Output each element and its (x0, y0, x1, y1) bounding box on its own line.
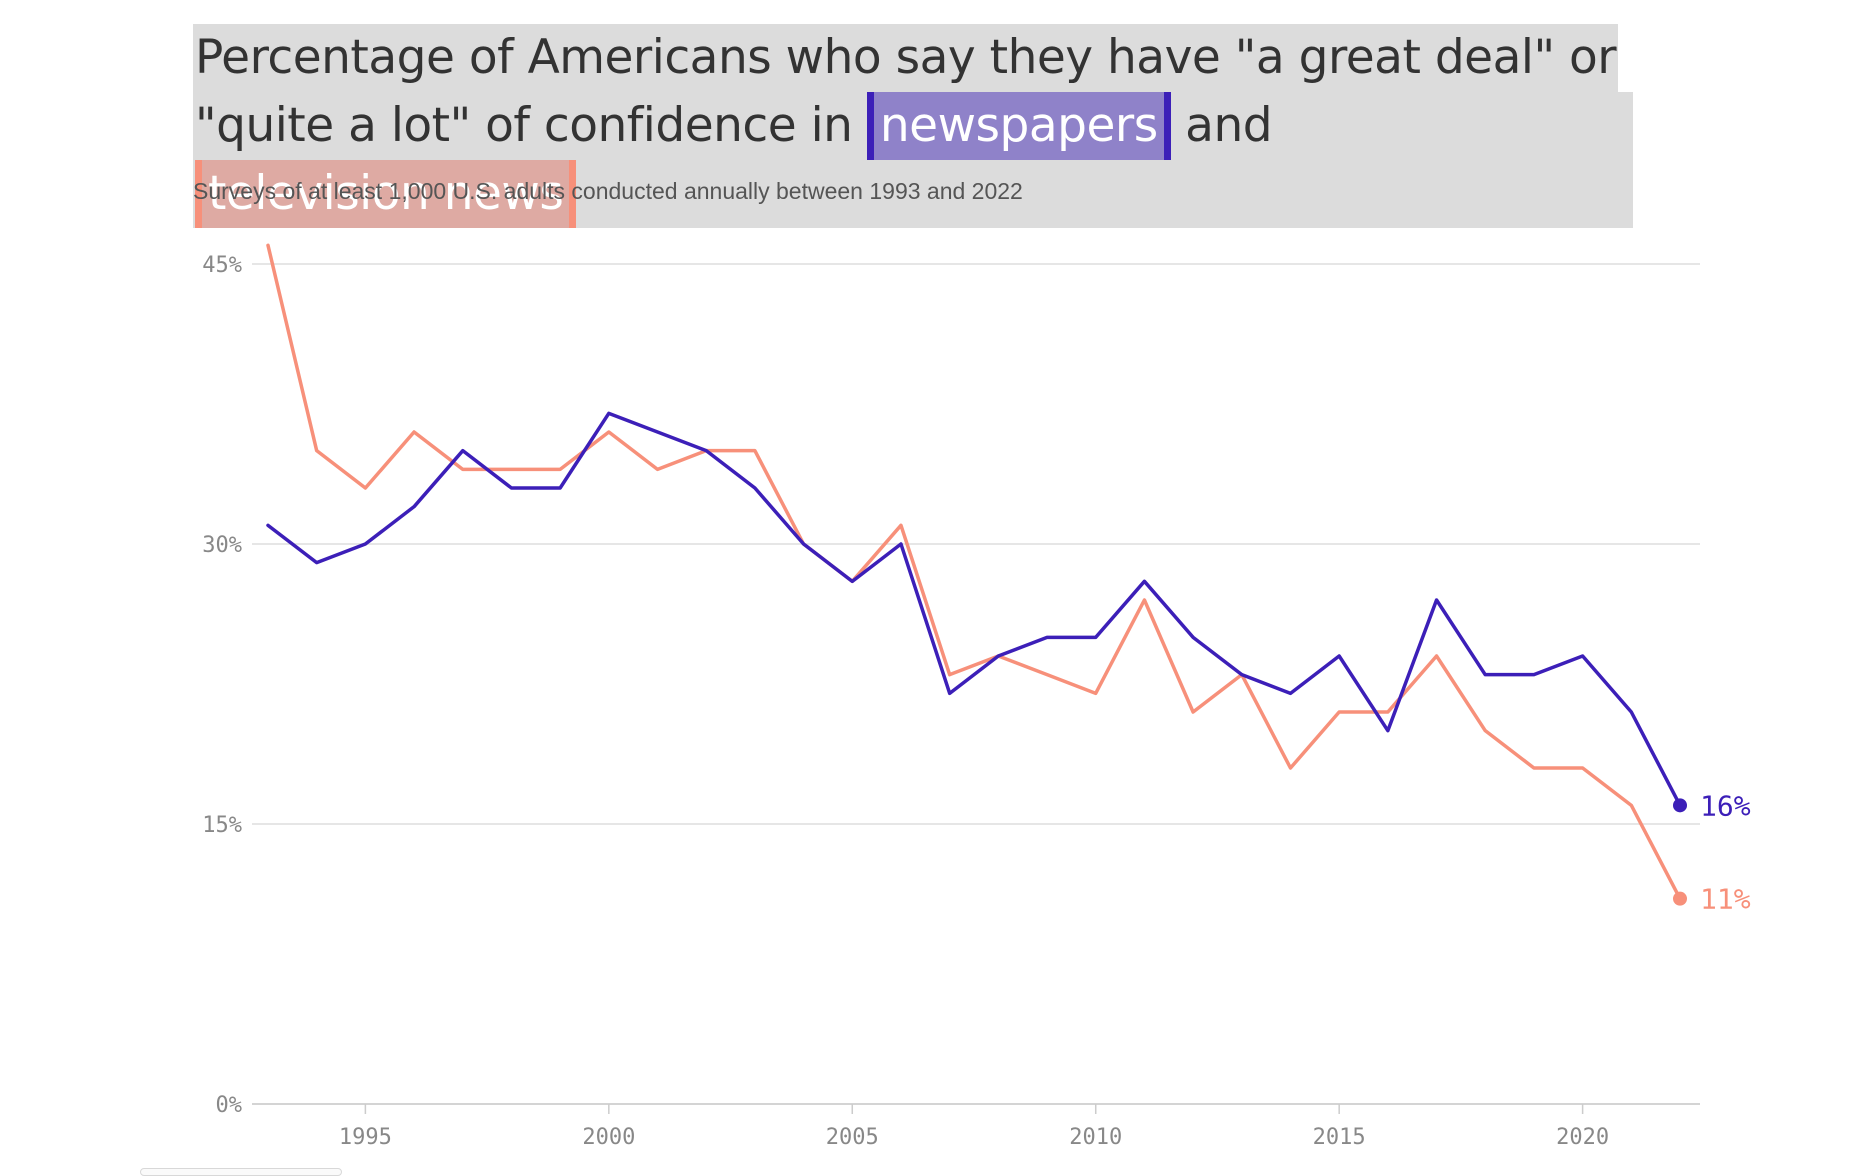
x-tick-label: 2010 (1069, 1125, 1122, 1150)
y-tick-label: 30% (202, 533, 242, 558)
series-lines: 11% 16% (266, 243, 1751, 916)
title-line-2: "quite a lot" of confidence in newspaper… (193, 92, 1633, 228)
y-axis: 0% 15% 30% 45% (202, 253, 242, 1118)
x-tick-label: 2015 (1313, 1125, 1366, 1150)
chart-title: Percentage of Americans who say they hav… (193, 24, 1633, 228)
x-axis: 1995 2000 2005 2010 2015 2020 (252, 1103, 1700, 1150)
x-tick-label: 2000 (582, 1125, 635, 1150)
chart-subtitle: Surveys of at least 1,000 U.S. adults co… (193, 178, 1023, 204)
y-tick-label: 15% (202, 813, 242, 838)
series-line-television-news (266, 243, 1682, 901)
x-tick-label: 1995 (339, 1125, 392, 1150)
title-line-1: Percentage of Americans who say they hav… (193, 24, 1619, 92)
title-prefix: "quite a lot" of confidence in (195, 98, 853, 153)
x-tick-label: 2005 (826, 1125, 879, 1150)
y-tick-label: 0% (216, 1093, 243, 1118)
end-label-newspapers: 16% (1700, 789, 1751, 822)
end-point-newspapers (1673, 798, 1687, 813)
y-tick-label: 45% (202, 253, 242, 278)
title-and: and (1185, 98, 1273, 153)
scrollbar[interactable] (140, 1168, 342, 1176)
television-news-highlight: television news (195, 160, 577, 228)
newspapers-highlight: newspapers (866, 92, 1171, 160)
series-line-newspapers (266, 411, 1682, 808)
end-point-television-news (1673, 891, 1687, 906)
end-label-television-news: 11% (1700, 883, 1751, 916)
grid-lines (252, 263, 1700, 1105)
x-tick-label: 2020 (1556, 1125, 1609, 1150)
